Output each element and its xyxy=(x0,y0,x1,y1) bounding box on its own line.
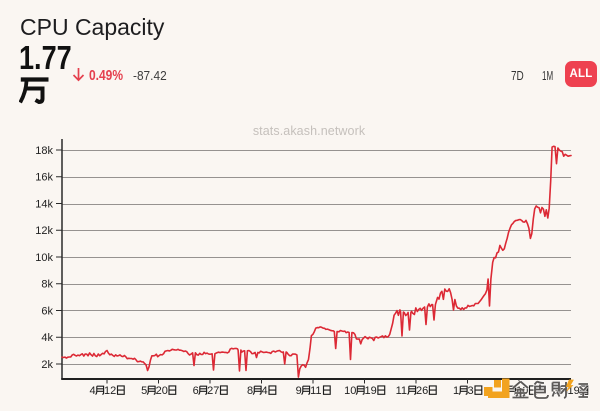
svg-text:18k: 18k xyxy=(35,145,53,157)
svg-text:5: 5 xyxy=(141,385,147,397)
svg-text:1: 1 xyxy=(453,385,459,397)
svg-text:20: 20 xyxy=(156,385,168,397)
svg-text:19: 19 xyxy=(365,385,377,397)
svg-text:3: 3 xyxy=(468,385,474,397)
svg-text:19: 19 xyxy=(568,385,580,397)
svg-text:8k: 8k xyxy=(41,279,53,291)
svg-text:8: 8 xyxy=(247,385,253,397)
svg-text:12: 12 xyxy=(104,385,116,397)
svg-text:9: 9 xyxy=(296,385,302,397)
svg-text:3: 3 xyxy=(553,385,559,397)
svg-text:10: 10 xyxy=(344,385,356,397)
svg-text:2k: 2k xyxy=(41,359,53,371)
svg-text:11: 11 xyxy=(396,385,407,397)
svg-text:16k: 16k xyxy=(35,172,53,184)
svg-text:26: 26 xyxy=(416,385,428,397)
svg-text:6: 6 xyxy=(193,385,199,397)
svg-text:11: 11 xyxy=(310,385,321,397)
svg-text:14k: 14k xyxy=(35,198,53,210)
svg-text:6k: 6k xyxy=(41,305,53,317)
svg-text:27: 27 xyxy=(207,385,219,397)
svg-text:4: 4 xyxy=(262,385,268,397)
svg-text:4k: 4k xyxy=(41,332,53,344)
svg-text:12k: 12k xyxy=(35,225,53,237)
svg-text:10k: 10k xyxy=(35,252,53,264)
svg-text:4: 4 xyxy=(90,385,96,397)
